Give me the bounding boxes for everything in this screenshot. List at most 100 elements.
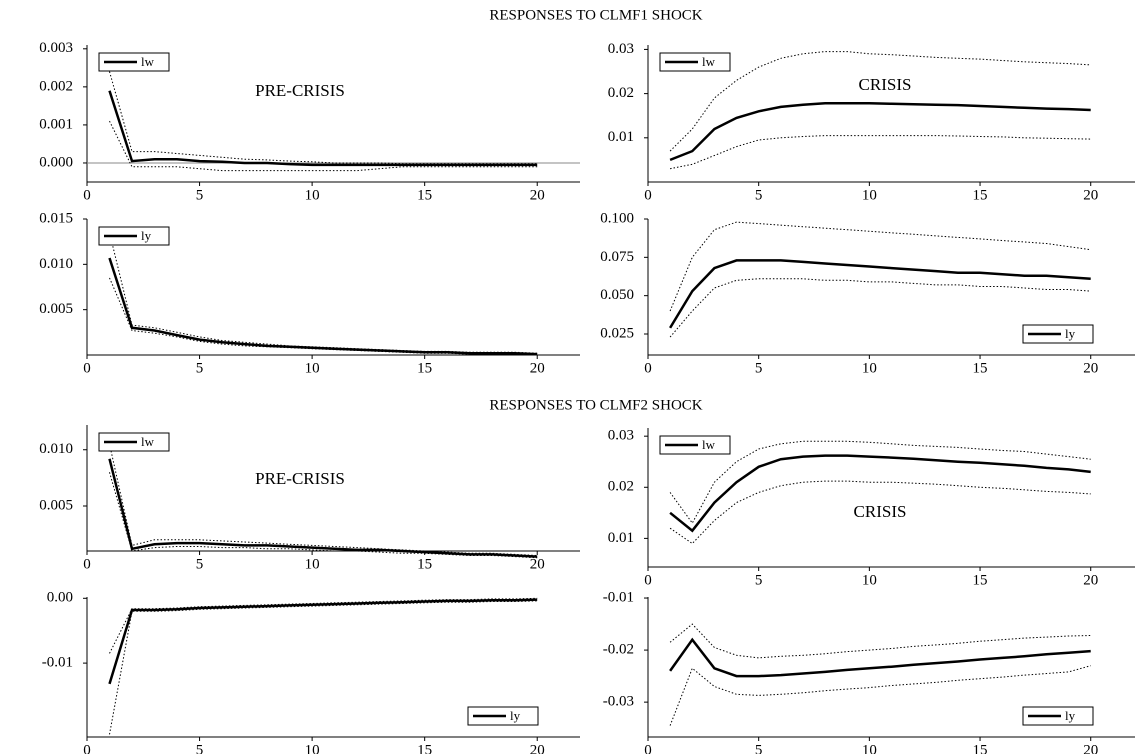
- x-tick-label: 15: [417, 742, 432, 754]
- y-tick-label: 0.075: [600, 249, 634, 265]
- annotation: CRISIS: [859, 75, 912, 94]
- panel: 0 5 10 15 20 0.000 0.001 0.002 0.003 lw PRE-CRISIS: [39, 40, 580, 203]
- y-tick-label: -0.01: [42, 655, 73, 671]
- x-tick-label: 5: [196, 556, 204, 572]
- band-line: [109, 600, 538, 735]
- panel: 0 5 10 15 20 0.01 0.02 0.03 lw CRISIS: [608, 41, 1135, 203]
- legend-label: lw: [141, 434, 155, 449]
- legend-label: lw: [702, 437, 716, 452]
- x-tick-label: 10: [862, 360, 877, 376]
- response-line: [669, 259, 1091, 329]
- y-tick-label: 0.00: [47, 590, 73, 606]
- x-tick-label: 0: [644, 360, 652, 376]
- x-tick-label: 20: [530, 187, 545, 203]
- response-line: [108, 458, 538, 558]
- x-tick-label: 0: [83, 187, 91, 203]
- x-tick-label: 0: [83, 742, 91, 754]
- y-tick-label: 0.010: [39, 256, 73, 272]
- y-tick-label: 0.050: [600, 287, 634, 303]
- x-tick-label: 5: [755, 187, 763, 203]
- legend-label: ly: [141, 228, 152, 243]
- x-tick-label: 0: [644, 572, 652, 588]
- x-tick-label: 5: [196, 742, 204, 754]
- y-tick-label: -0.03: [603, 694, 634, 710]
- x-tick-label: 20: [530, 742, 545, 754]
- band-line: [670, 135, 1091, 170]
- x-tick-label: 5: [755, 742, 763, 754]
- x-tick-label: 15: [417, 360, 432, 376]
- response-line: [669, 637, 1091, 678]
- annotation: PRE-CRISIS: [255, 81, 345, 100]
- x-tick-label: 15: [973, 360, 988, 376]
- y-tick-label: 0.005: [39, 301, 73, 317]
- legend-label: lw: [141, 54, 155, 69]
- x-tick-label: 0: [644, 742, 652, 754]
- response-line: [108, 598, 538, 685]
- band-line: [109, 120, 538, 172]
- x-tick-label: 20: [1083, 187, 1098, 203]
- y-tick-label: 0.01: [608, 129, 634, 145]
- y-tick-label: 0.000: [39, 154, 73, 170]
- band-line: [109, 597, 538, 654]
- y-tick-label: 0.100: [600, 210, 634, 226]
- y-tick-label: -0.01: [603, 589, 634, 605]
- x-tick-label: 10: [305, 556, 320, 572]
- panel: 0 5 10 15 20 -0.03 -0.02 -0.01 ly: [603, 589, 1135, 754]
- panel: 0 5 10 15 20 0.01 0.02 0.03 lw CRISIS: [608, 428, 1135, 588]
- band-line: [109, 443, 538, 556]
- x-tick-label: 10: [862, 572, 877, 588]
- y-tick-label: 0.005: [39, 497, 73, 513]
- band-line: [669, 623, 1091, 659]
- x-tick-label: 0: [644, 187, 652, 203]
- x-tick-label: 15: [973, 187, 988, 203]
- x-tick-label: 10: [862, 742, 877, 754]
- x-tick-label: 0: [83, 360, 91, 376]
- x-tick-label: 20: [1083, 572, 1098, 588]
- y-tick-label: 0.010: [39, 441, 73, 457]
- x-tick-label: 5: [196, 187, 204, 203]
- annotation: PRE-CRISIS: [255, 469, 345, 488]
- y-tick-label: 0.001: [39, 116, 73, 132]
- panel: 0 5 10 15 20 0.025 0.050 0.075 0.100 ly: [600, 210, 1135, 376]
- y-tick-label: 0.03: [608, 428, 634, 444]
- y-tick-label: 0.02: [608, 479, 634, 495]
- response-line: [669, 454, 1091, 533]
- band-line: [109, 472, 538, 559]
- x-tick-label: 15: [973, 572, 988, 588]
- section-title: RESPONSES TO CLMF2 SHOCK: [489, 397, 702, 413]
- panel: 0 5 10 15 20 -0.01 0.00 ly: [42, 590, 580, 754]
- legend-label: ly: [510, 708, 521, 723]
- x-tick-label: 10: [862, 187, 877, 203]
- y-tick-label: 0.015: [39, 210, 73, 226]
- x-tick-label: 10: [305, 742, 320, 754]
- x-tick-label: 10: [305, 187, 320, 203]
- x-tick-label: 5: [196, 360, 204, 376]
- annotation: CRISIS: [854, 502, 907, 521]
- x-tick-label: 20: [1083, 360, 1098, 376]
- x-tick-label: 15: [973, 742, 988, 754]
- legend-label: ly: [1065, 708, 1076, 723]
- x-tick-label: 20: [1083, 742, 1098, 754]
- section-title: RESPONSES TO CLMF1 SHOCK: [489, 7, 702, 23]
- band-line: [109, 277, 538, 355]
- x-tick-label: 20: [530, 556, 545, 572]
- y-tick-label: 0.002: [39, 78, 73, 94]
- band-line: [109, 71, 538, 165]
- legend-label: lw: [702, 54, 716, 69]
- x-tick-label: 10: [305, 360, 320, 376]
- x-tick-label: 0: [83, 556, 91, 572]
- panel: 0 5 10 15 20 0.005 0.010 0.015 ly: [39, 210, 580, 376]
- y-tick-label: 0.003: [39, 40, 73, 56]
- x-tick-label: 5: [755, 360, 763, 376]
- y-tick-label: 0.025: [600, 325, 634, 341]
- y-tick-label: 0.02: [608, 85, 634, 101]
- band-line: [669, 480, 1091, 545]
- band-line: [109, 232, 538, 354]
- y-tick-label: 0.03: [608, 41, 634, 57]
- response-line: [669, 102, 1091, 162]
- response-line: [108, 90, 538, 167]
- y-tick-label: 0.01: [608, 530, 634, 546]
- y-tick-label: -0.02: [603, 642, 634, 658]
- band-line: [669, 440, 1091, 525]
